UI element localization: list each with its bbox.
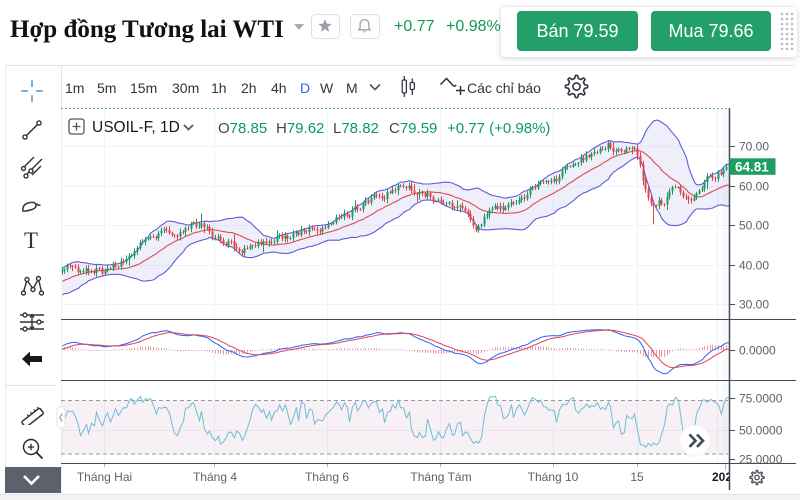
svg-text:15: 15 (630, 470, 644, 484)
svg-text:0.0000: 0.0000 (739, 344, 776, 358)
svg-text:50.0000: 50.0000 (739, 424, 783, 438)
svg-text:40.00: 40.00 (739, 259, 769, 273)
svg-text:Tháng Tám: Tháng Tám (410, 470, 471, 484)
svg-text:Tháng 10: Tháng 10 (528, 470, 579, 484)
svg-text:50.00: 50.00 (739, 219, 769, 233)
svg-text:70.00: 70.00 (739, 140, 769, 154)
svg-text:64.81: 64.81 (735, 160, 769, 175)
svg-text:2023: 2023 (712, 470, 739, 484)
svg-text:Tháng 4: Tháng 4 (193, 470, 237, 484)
svg-text:30.00: 30.00 (739, 298, 769, 312)
svg-text:Tháng Hai: Tháng Hai (77, 470, 132, 484)
svg-text:25.0000: 25.0000 (739, 453, 783, 467)
svg-text:Tháng 6: Tháng 6 (305, 470, 349, 484)
svg-text:60.00: 60.00 (739, 180, 769, 194)
svg-text:75.0000: 75.0000 (739, 392, 783, 406)
